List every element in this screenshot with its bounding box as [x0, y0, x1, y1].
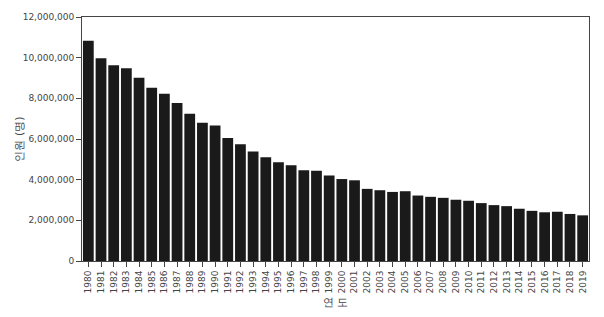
svg-text:2009: 2009: [451, 270, 461, 293]
svg-text:2003: 2003: [375, 271, 385, 294]
svg-text:2010: 2010: [464, 270, 474, 293]
svg-text:1999: 1999: [324, 270, 334, 293]
svg-text:2013: 2013: [502, 271, 512, 294]
svg-text:1995: 1995: [273, 271, 283, 294]
svg-text:2004: 2004: [387, 270, 397, 293]
svg-text:0: 0: [68, 256, 74, 266]
svg-text:6,000,000: 6,000,000: [28, 134, 74, 144]
svg-text:1997: 1997: [299, 271, 309, 294]
svg-text:1986: 1986: [159, 270, 169, 293]
svg-text:2,000,000: 2,000,000: [28, 215, 74, 225]
svg-text:2019: 2019: [578, 270, 588, 293]
svg-text:1987: 1987: [172, 271, 182, 294]
svg-text:2001: 2001: [349, 271, 359, 294]
svg-text:1985: 1985: [147, 271, 157, 294]
svg-text:1983: 1983: [121, 271, 131, 294]
svg-text:2017: 2017: [552, 271, 562, 294]
svg-text:1989: 1989: [197, 270, 207, 293]
svg-text:1982: 1982: [109, 271, 119, 294]
svg-text:2005: 2005: [400, 271, 410, 294]
svg-text:1984: 1984: [134, 270, 144, 293]
svg-text:1981: 1981: [96, 271, 106, 294]
svg-text:1998: 1998: [311, 270, 321, 293]
svg-text:1980: 1980: [83, 270, 93, 293]
svg-text:1992: 1992: [235, 271, 245, 294]
svg-text:2012: 2012: [489, 271, 499, 294]
svg-text:2002: 2002: [362, 271, 372, 294]
svg-text:10,000,000: 10,000,000: [23, 53, 75, 63]
svg-text:2008: 2008: [438, 270, 448, 293]
svg-text:2014: 2014: [514, 270, 524, 293]
svg-text:2016: 2016: [540, 270, 550, 293]
svg-text:2015: 2015: [527, 271, 537, 294]
svg-text:2007: 2007: [425, 271, 435, 294]
svg-text:2011: 2011: [476, 271, 486, 294]
svg-text:12,000,000: 12,000,000: [23, 12, 75, 22]
svg-text:1991: 1991: [223, 271, 233, 294]
svg-text:1996: 1996: [286, 270, 296, 293]
svg-text:1993: 1993: [248, 271, 258, 294]
svg-text:2000: 2000: [337, 270, 347, 293]
svg-text:인원 (명): 인원 (명): [13, 116, 26, 161]
svg-text:연 도: 연 도: [323, 296, 349, 309]
svg-text:1994: 1994: [261, 270, 271, 293]
svg-text:1988: 1988: [185, 270, 195, 293]
svg-text:8,000,000: 8,000,000: [28, 93, 74, 103]
svg-text:2018: 2018: [565, 270, 575, 293]
svg-text:4,000,000: 4,000,000: [28, 175, 74, 185]
svg-text:1990: 1990: [210, 270, 220, 293]
svg-text:2006: 2006: [413, 270, 423, 293]
